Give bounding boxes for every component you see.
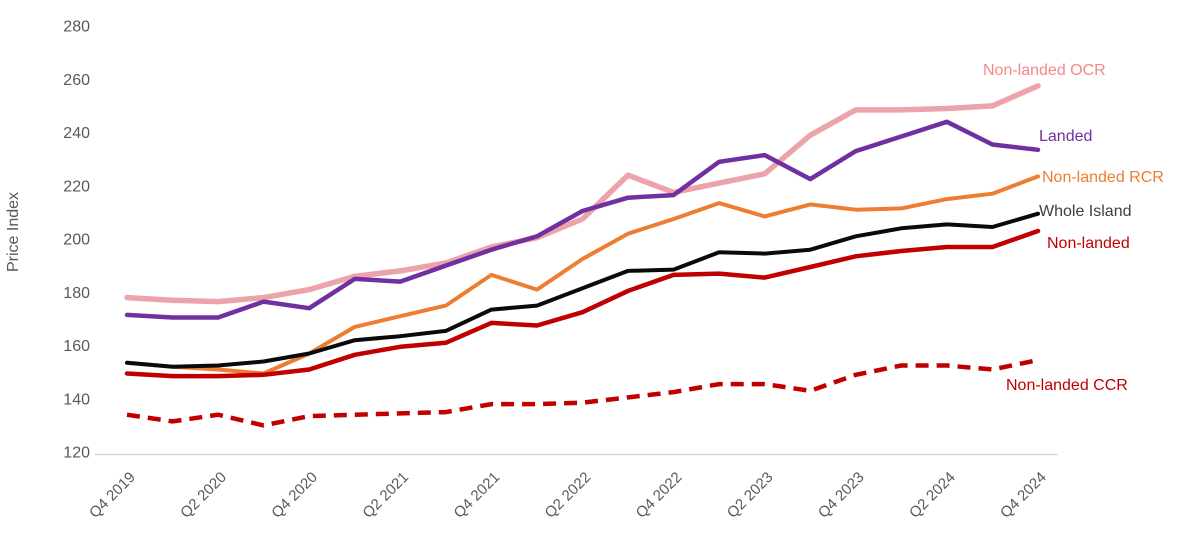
- y-tick-label: 240: [63, 125, 90, 142]
- series-label-non-landed-ocr: Non-landed OCR: [983, 62, 1106, 79]
- x-tick-label: Q4 2021: [451, 469, 504, 522]
- x-tick-label: Q2 2024: [906, 469, 959, 522]
- series-label-non-landed-rcr: Non-landed RCR: [1042, 169, 1164, 186]
- y-tick-label: 280: [63, 19, 90, 36]
- series-label-non-landed: Non-landed: [1047, 235, 1130, 252]
- series-line-non-landed-ccr: [126, 357, 1039, 428]
- y-tick-label: 220: [63, 178, 90, 195]
- series-line-whole-island: [125, 211, 1040, 369]
- x-tick-label: Q2 2020: [177, 469, 230, 522]
- x-tick-label: Q4 2020: [268, 469, 321, 522]
- y-tick-label: 180: [63, 285, 90, 302]
- series-line-landed: [124, 119, 1041, 320]
- x-tick-label: Q2 2022: [542, 469, 595, 522]
- y-tick-label: 120: [63, 445, 90, 462]
- x-tick-label: Q4 2024: [997, 469, 1050, 522]
- series-label-non-landed-ccr: Non-landed CCR: [1006, 377, 1128, 394]
- y-tick-label: 140: [63, 391, 90, 408]
- y-tick-label: 160: [63, 338, 90, 355]
- y-axis-title: Price Index: [5, 191, 22, 273]
- series-line-non-landed-ocr: [124, 83, 1041, 305]
- series-label-whole-island: Whole Island: [1039, 203, 1132, 220]
- x-tick-label: Q4 2022: [633, 469, 686, 522]
- y-tick-label: 200: [63, 232, 90, 249]
- x-tick-label: Q2 2021: [359, 469, 412, 522]
- x-tick-label: Q4 2019: [86, 469, 139, 522]
- series-line-non-landed-rcr: [125, 174, 1040, 376]
- series-label-landed: Landed: [1039, 128, 1093, 145]
- x-tick-label: Q4 2023: [815, 469, 868, 522]
- y-tick-label: 260: [63, 72, 90, 89]
- series-line-non-landed: [124, 228, 1041, 379]
- x-tick-label: Q2 2023: [724, 469, 777, 522]
